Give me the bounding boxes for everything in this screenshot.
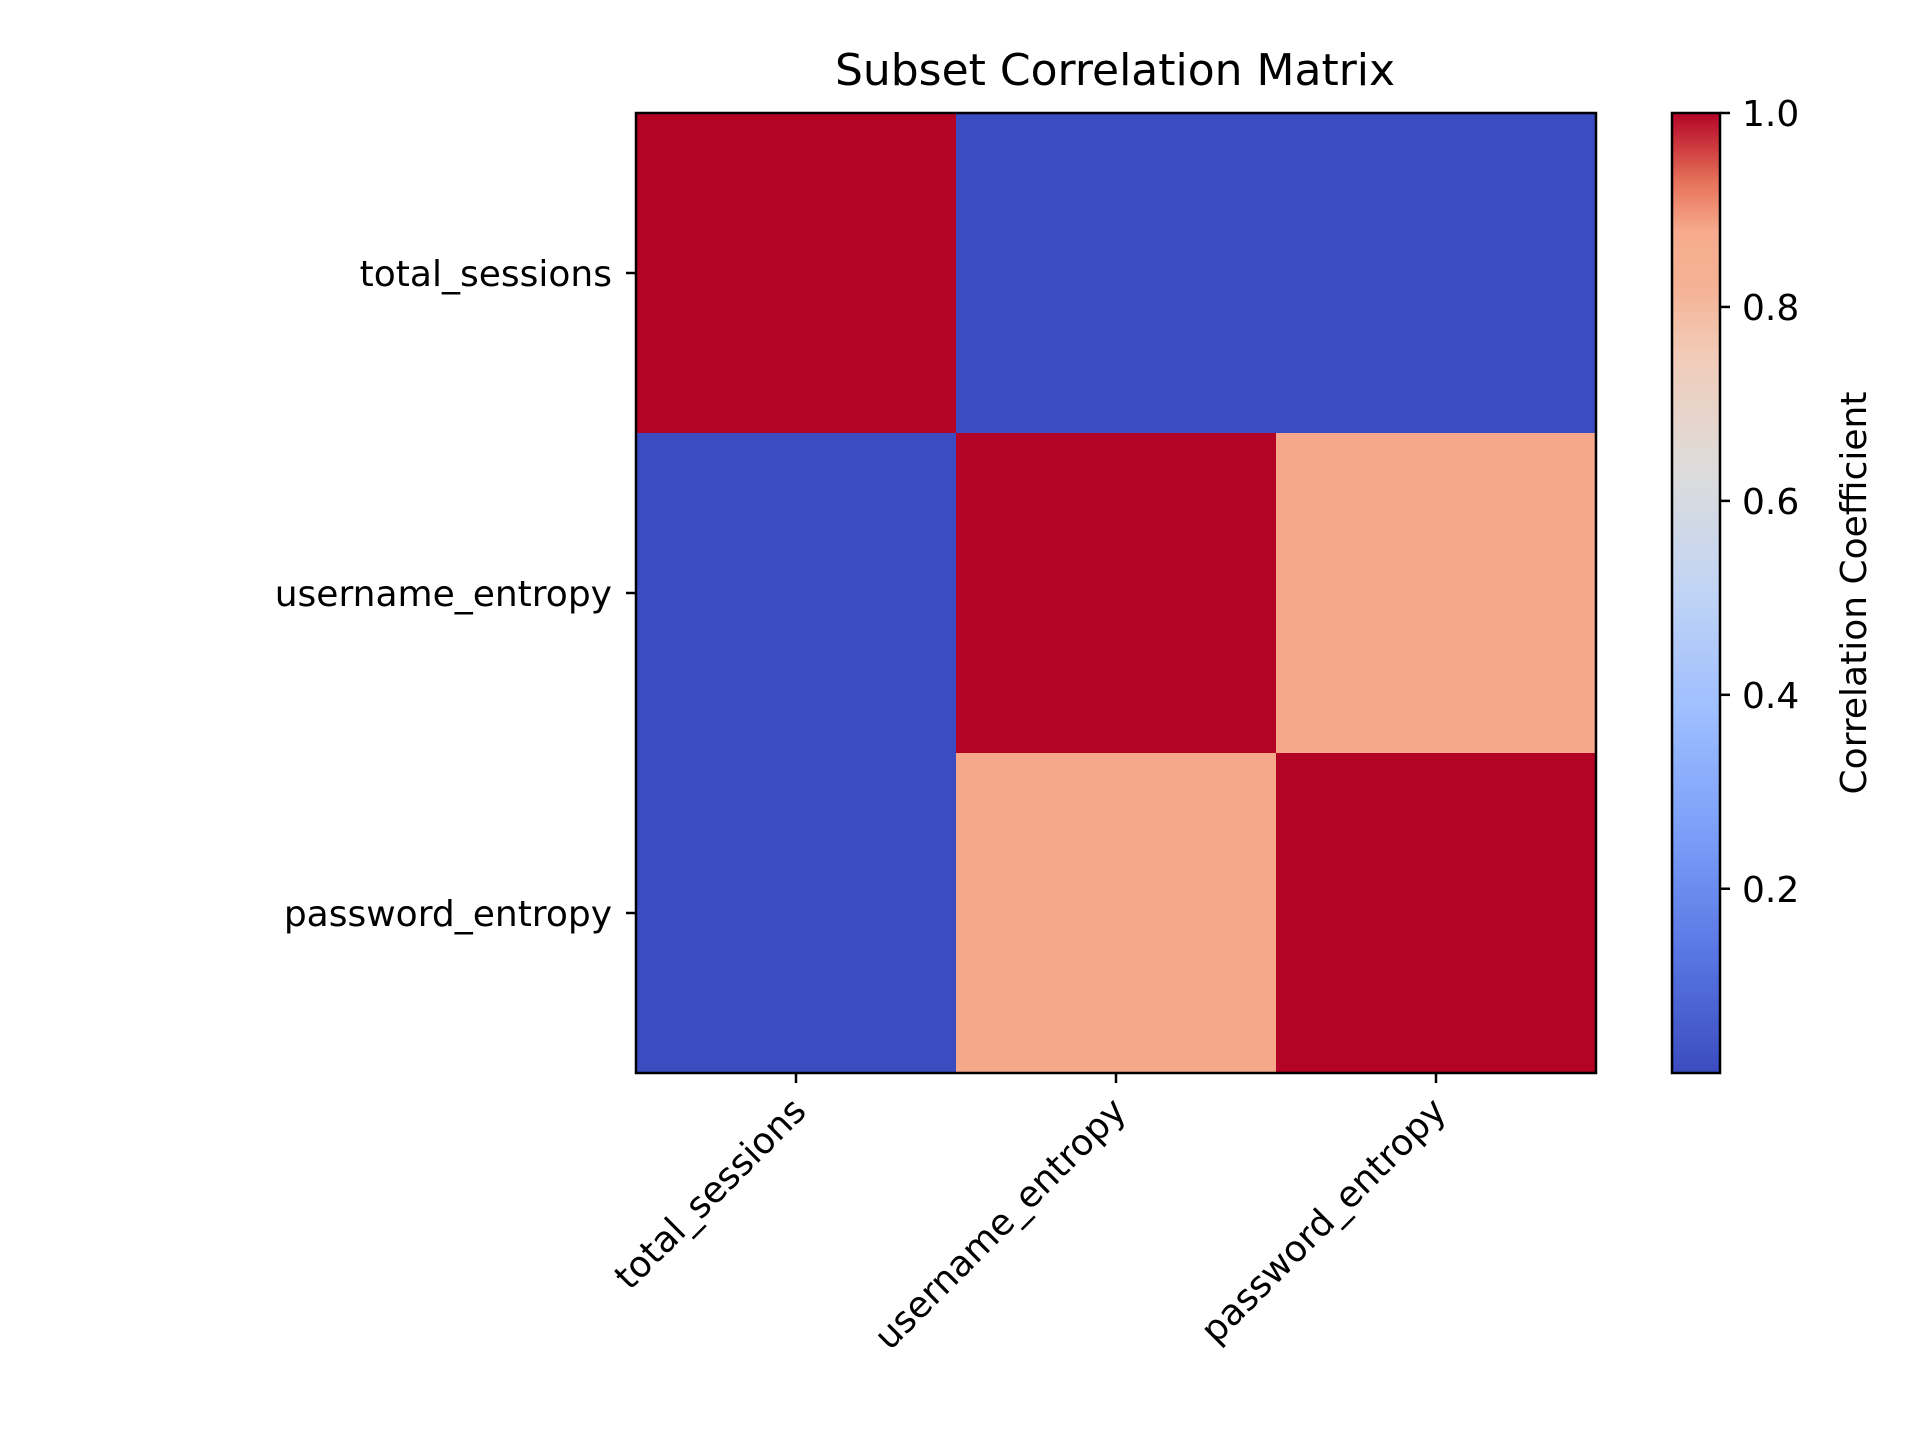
colorbar: 0.2 0.4 0.6 0.8 1.0 Correlation Coefficient — [1670, 94, 1875, 1075]
colorbar-tick-label-0: 0.2 — [1742, 870, 1799, 911]
heatmap-cell-2-2 — [1276, 753, 1597, 1074]
colorbar-tick-label-3: 0.8 — [1742, 288, 1799, 329]
y-tick-label-2: password_entropy — [284, 894, 612, 935]
colorbar-ticks: 0.2 0.4 0.6 0.8 1.0 — [1720, 94, 1799, 911]
y-tick-label-0: total_sessions — [360, 254, 612, 295]
colorbar-gradient — [1672, 113, 1720, 1073]
heatmap-cell-0-2 — [1276, 113, 1597, 434]
x-tick-label-0: total_sessions — [607, 1090, 814, 1297]
heatmap-cell-1-0 — [636, 433, 957, 754]
colorbar-frame — [1670, 111, 1722, 1075]
y-tick-label-1: username_entropy — [275, 574, 612, 615]
heatmap-cell-0-0 — [636, 113, 957, 434]
y-axis: total_sessions username_entropy password_e… — [275, 254, 636, 935]
colorbar-tick-label-4: 1.0 — [1742, 94, 1799, 135]
x-axis: total_sessions username_entropy password_e… — [607, 1073, 1454, 1358]
heatmap-cells — [636, 113, 1597, 1074]
colorbar-tick-label-1: 0.4 — [1742, 676, 1799, 717]
x-tick-label-2: password_entropy — [1193, 1090, 1454, 1351]
x-tick-label-1: username_entropy — [867, 1090, 1134, 1357]
colorbar-tick-label-2: 0.6 — [1742, 482, 1799, 523]
heatmap-cell-2-1 — [956, 753, 1277, 1074]
chart-title: Subset Correlation Matrix — [835, 45, 1395, 96]
heatmap-cell-0-1 — [956, 113, 1277, 434]
colorbar-label: Correlation Coefficient — [1834, 392, 1875, 795]
heatmap-cell-1-1 — [956, 433, 1277, 754]
heatmap-cell-1-2 — [1276, 433, 1597, 754]
heatmap-cell-2-0 — [636, 753, 957, 1074]
